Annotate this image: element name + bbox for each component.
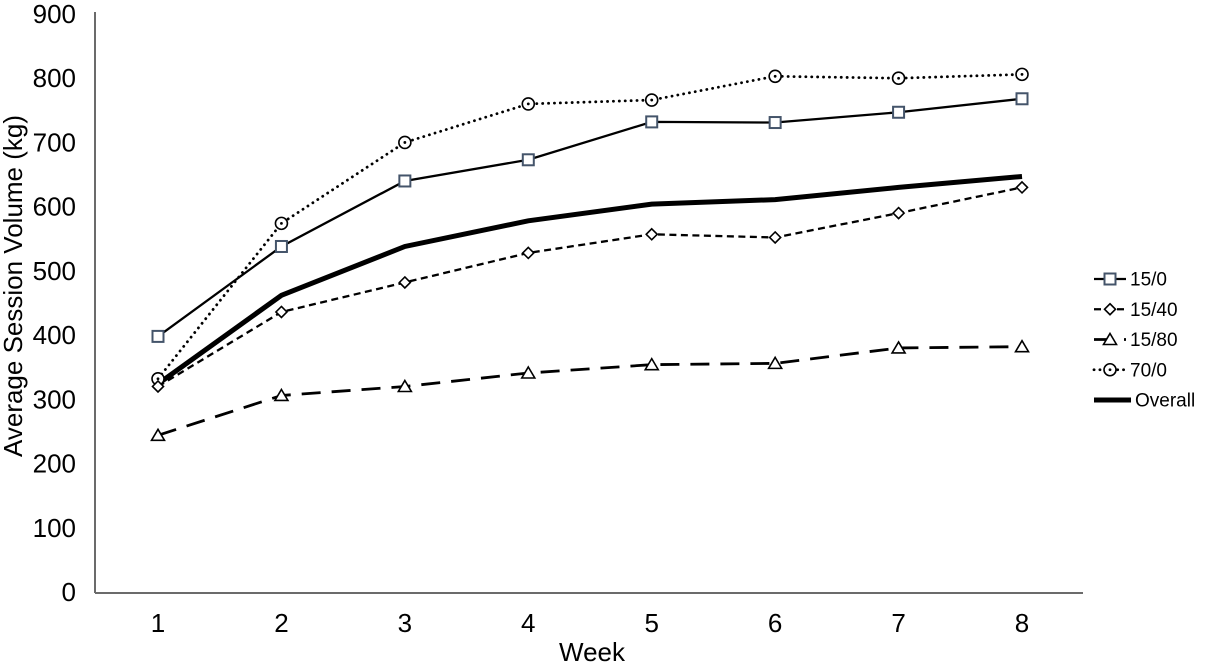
marker-15/40 <box>521 246 535 260</box>
marker-15/0 <box>274 239 288 253</box>
marker-70/0-center-dot <box>773 74 777 78</box>
legend-item-15/0: 15/0 <box>1094 270 1167 291</box>
legend-marker-70/0-center-dot <box>1108 368 1112 372</box>
marker-70/0-center-dot <box>526 102 530 106</box>
marker-15/40 <box>645 227 659 241</box>
marker-15/0 <box>521 153 535 167</box>
marker-15/40 <box>1015 180 1029 195</box>
marker-15/80 <box>890 340 907 354</box>
marker-15/80 <box>643 357 660 371</box>
series-line-70/0 <box>156 72 1024 381</box>
x-tick-label: 1 <box>151 608 165 638</box>
marker-15/0 <box>892 105 906 119</box>
legend-label-15/40: 15/40 <box>1130 300 1178 321</box>
marker-70/0-center-dot <box>156 377 160 381</box>
x-tick-label: 4 <box>521 608 535 638</box>
x-tick-label: 5 <box>644 608 658 638</box>
legend-marker-15/80 <box>1102 331 1118 346</box>
marker-15/40 <box>398 275 412 290</box>
marker-15/80 <box>150 427 166 442</box>
series-line-15/0 <box>157 97 1023 338</box>
series-line-15/80 <box>157 345 1023 437</box>
marker-15/0 <box>151 329 165 343</box>
legend-label-Overall: Overall <box>1135 391 1195 412</box>
marker-15/0 <box>398 174 412 188</box>
legend-label-70/0: 70/0 <box>1130 360 1167 381</box>
marker-15/80 <box>273 387 290 402</box>
marker-15/40 <box>891 206 906 220</box>
marker-15/0 <box>1015 92 1029 106</box>
x-tick-label: 3 <box>398 608 412 638</box>
marker-70/0-center-dot <box>1020 72 1024 76</box>
legend-item-Overall: Overall <box>1094 391 1195 412</box>
y-tick-label: 500 <box>33 256 76 286</box>
x-tick-label: 2 <box>274 608 288 638</box>
x-axis-title: Week <box>559 637 626 667</box>
series-line-Overall <box>156 173 1023 386</box>
marker-15/40 <box>151 379 165 394</box>
marker-15/80 <box>767 355 784 370</box>
series-lines-layer <box>156 72 1024 437</box>
y-tick-label: 200 <box>33 449 76 479</box>
y-tick-label: 100 <box>33 513 76 543</box>
marker-15/40 <box>274 305 289 319</box>
marker-70/0-center-dot <box>650 98 654 102</box>
legend-item-70/0: 70/0 <box>1092 360 1167 381</box>
marker-15/80 <box>396 378 413 393</box>
y-tick-label: 700 <box>33 127 76 157</box>
marker-15/0 <box>768 116 782 130</box>
marker-15/80 <box>1014 339 1030 353</box>
marker-15/80 <box>520 365 537 379</box>
marker-70/0-center-dot <box>897 76 900 80</box>
y-axis-title: Average Session Volume (kg) <box>0 115 28 457</box>
y-tick-label: 600 <box>33 192 76 222</box>
legend-label-15/80: 15/80 <box>1130 330 1178 351</box>
legend: 15/0 15/40 15/80 70/0 Overall <box>1092 270 1195 412</box>
y-tick-label: 800 <box>33 63 76 93</box>
legend-item-15/40: 15/40 <box>1094 300 1178 321</box>
legend-marker-15/40 <box>1103 302 1117 316</box>
y-tick-label: 0 <box>62 577 76 607</box>
marker-15/40 <box>768 230 782 245</box>
marker-15/0 <box>645 115 659 129</box>
x-tick-label: 7 <box>891 608 905 638</box>
y-tick-label: 400 <box>33 320 76 350</box>
legend-marker-15/0 <box>1103 272 1117 286</box>
marker-70/0-center-dot <box>403 141 407 144</box>
legend-label-15/0: 15/0 <box>1130 270 1167 291</box>
x-tick-label: 6 <box>768 608 782 638</box>
x-tick-label: 8 <box>1015 608 1029 638</box>
legend-item-15/80: 15/80 <box>1094 330 1178 351</box>
y-tick-label: 900 <box>33 0 76 29</box>
y-tick-label: 300 <box>33 384 76 414</box>
marker-70/0-center-dot <box>280 221 283 225</box>
series-line-15/40 <box>157 186 1023 388</box>
series-markers-layer <box>150 67 1030 442</box>
